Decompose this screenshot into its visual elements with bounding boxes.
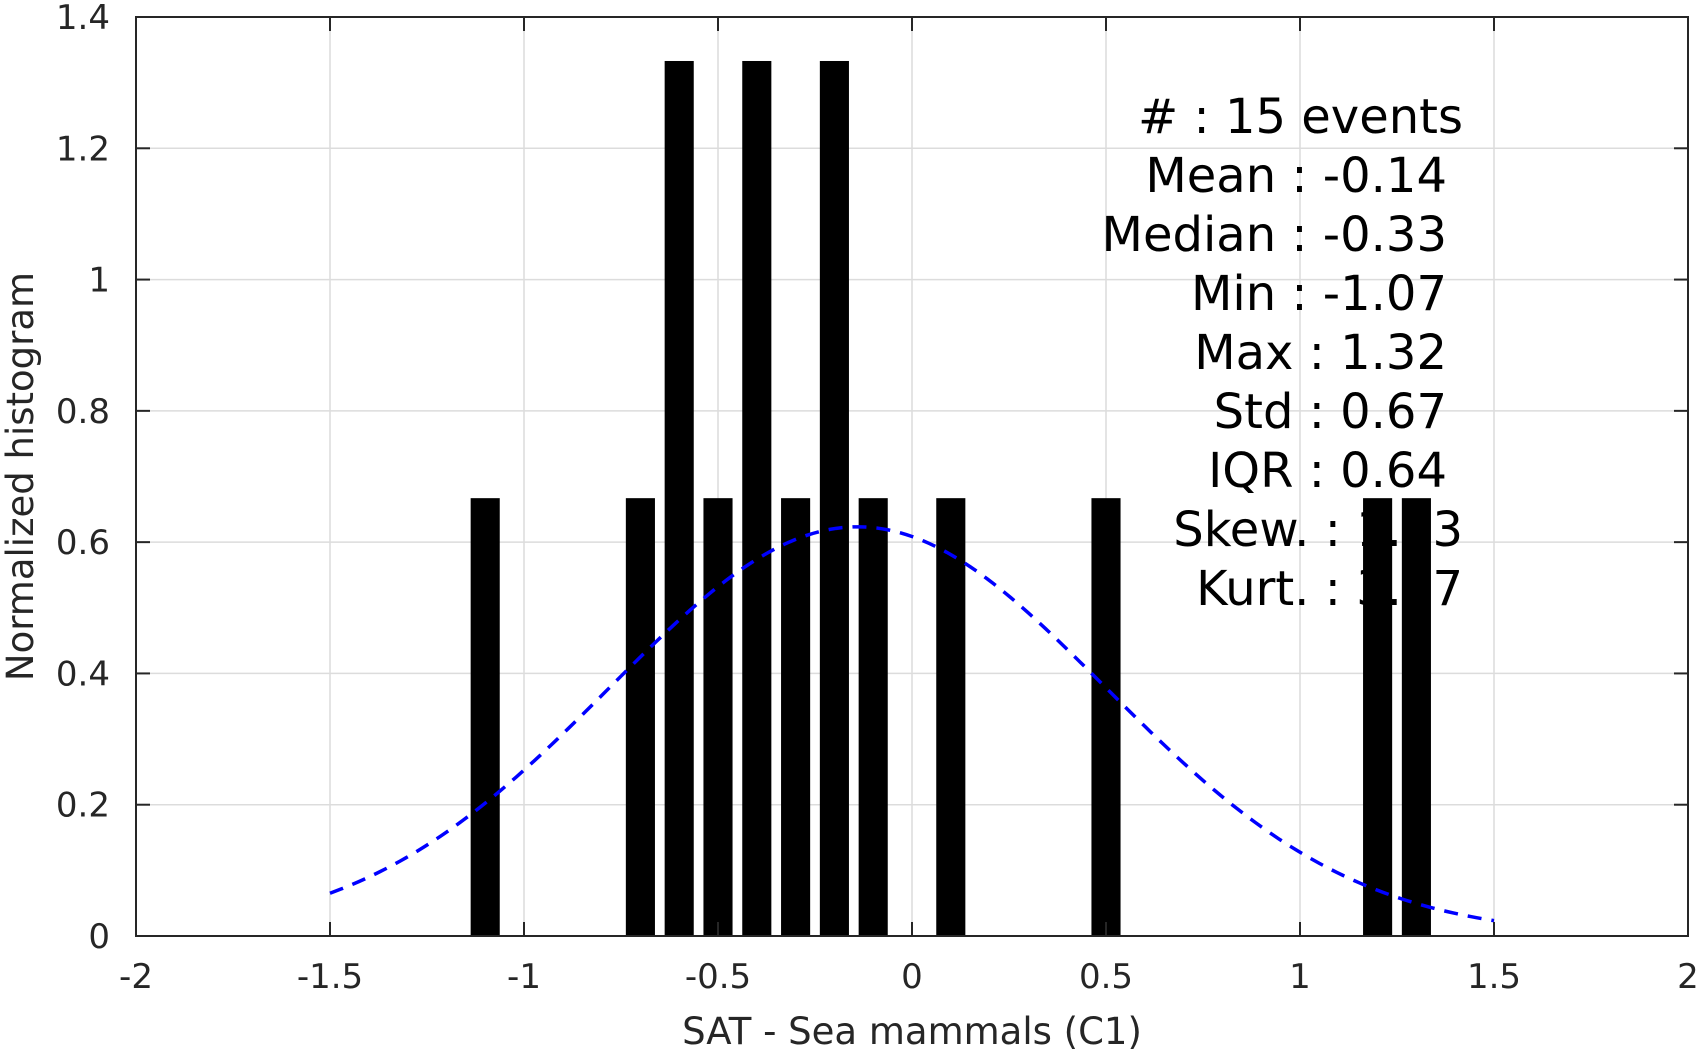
- histogram-bar: [781, 498, 811, 936]
- x-tick-labels: -2 -1.5 -1 -0.5 0 0.5 1 1.5 2: [119, 957, 1699, 997]
- statistics-line: Mean : -0.14: [1145, 148, 1447, 204]
- y-tick-label: 0.6: [56, 523, 110, 563]
- histogram-bar: [664, 60, 694, 936]
- histogram-bar: [819, 60, 849, 936]
- y-tick-label: 0.8: [56, 392, 110, 432]
- x-tick-label: -1.5: [297, 957, 363, 997]
- histogram-bar: [936, 498, 966, 936]
- y-axis-label: Normalized histogram: [0, 272, 42, 681]
- histogram-bar: [1401, 498, 1431, 936]
- statistics-line: Skew. : 1.13: [1173, 502, 1463, 558]
- x-tick-label: 0.5: [1079, 957, 1133, 997]
- y-tick-labels: 0 0.2 0.4 0.6 0.8 1 1.2 1.4: [56, 0, 110, 957]
- x-tick-label: 0: [901, 957, 923, 997]
- histogram-bar: [858, 498, 888, 936]
- histogram-bar: [470, 498, 500, 936]
- histogram-bars: [470, 60, 1431, 936]
- statistics-line: # : 15 events: [1138, 89, 1463, 145]
- statistics-line: Std : 0.67: [1214, 384, 1447, 440]
- x-tick-label: 1: [1289, 957, 1311, 997]
- histogram-bar: [625, 498, 655, 936]
- histogram-bar: [703, 498, 733, 936]
- x-tick-label: 1.5: [1467, 957, 1521, 997]
- statistics-line: Max : 1.32: [1194, 325, 1447, 381]
- statistics-line: IQR : 0.64: [1208, 443, 1447, 499]
- y-tick-label: 1.2: [56, 129, 110, 169]
- y-tick-label: 1: [88, 261, 110, 301]
- x-tick-label: -2: [119, 957, 153, 997]
- y-tick-label: 0: [88, 917, 110, 957]
- normal-fit-curve: [329, 525, 1495, 923]
- x-tick-label: 2: [1677, 957, 1699, 997]
- histogram-bar: [1363, 498, 1393, 936]
- statistics-line: Median : -0.33: [1102, 207, 1447, 263]
- y-tick-label: 1.4: [56, 0, 110, 38]
- y-tick-label: 0.2: [56, 786, 110, 826]
- x-tick-label: -1: [507, 957, 541, 997]
- y-tick-label: 0.4: [56, 654, 110, 694]
- x-tick-label: -0.5: [685, 957, 751, 997]
- x-axis-label: SAT - Sea mammals (C1): [682, 1010, 1142, 1053]
- histogram-bar: [1091, 498, 1121, 936]
- statistics-line: Kurt. : 3.17: [1196, 561, 1463, 617]
- histogram-bar: [742, 60, 772, 936]
- tick-marks: [135, 16, 1689, 937]
- statistics-line: Min : -1.07: [1191, 266, 1447, 322]
